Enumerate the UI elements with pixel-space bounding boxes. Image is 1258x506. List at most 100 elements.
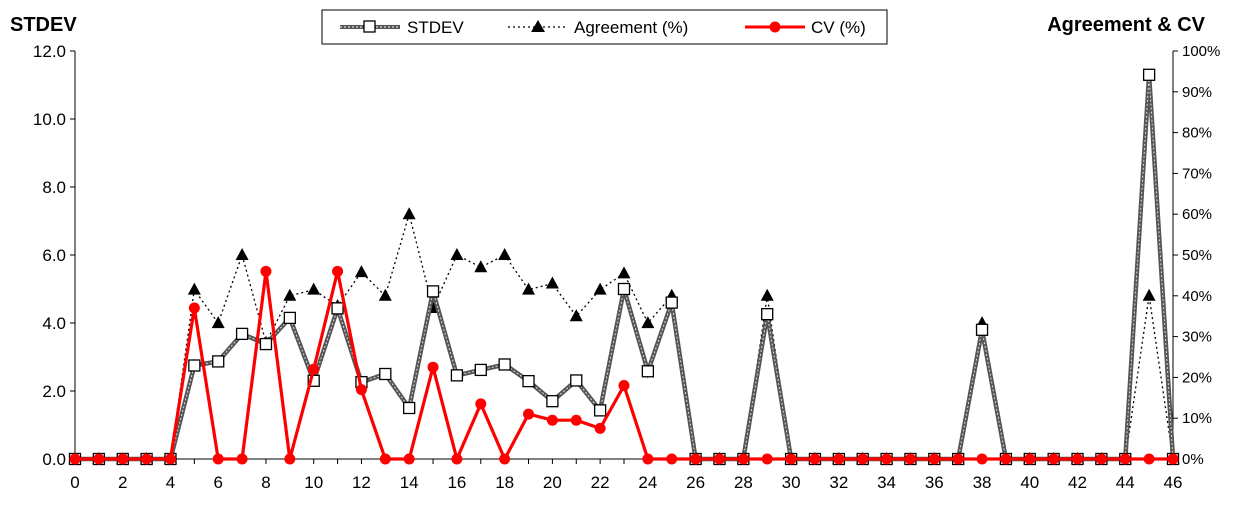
cv-point bbox=[1167, 453, 1179, 465]
cv-point bbox=[618, 380, 630, 392]
cv-point bbox=[260, 265, 272, 277]
cv-point bbox=[1143, 453, 1155, 465]
cv-point bbox=[284, 453, 296, 465]
stdev-point bbox=[546, 395, 559, 408]
cv-point bbox=[499, 453, 511, 465]
cv-point bbox=[785, 453, 797, 465]
stdev-point bbox=[617, 282, 631, 296]
cv-point bbox=[212, 453, 224, 465]
x-tick-label: 10 bbox=[304, 473, 323, 492]
agreement-point bbox=[187, 282, 201, 295]
agreement-point bbox=[498, 248, 512, 260]
cv-point bbox=[523, 408, 535, 420]
stdev-point bbox=[593, 404, 607, 417]
y-left-tick-label: 4.0 bbox=[42, 314, 66, 333]
cv-point bbox=[164, 453, 176, 465]
legend-item-agreement: Agreement (%) bbox=[508, 18, 688, 37]
right-axis-title: Agreement & CV bbox=[1047, 14, 1205, 36]
agreement-point bbox=[402, 207, 416, 220]
legend-label-agreement: Agreement (%) bbox=[574, 18, 688, 37]
agreement-point bbox=[617, 266, 631, 279]
cv-point bbox=[546, 414, 558, 426]
cv-point bbox=[188, 302, 200, 314]
cv-point bbox=[952, 453, 964, 465]
x-tick-label: 12 bbox=[352, 473, 371, 492]
stdev-point bbox=[450, 369, 464, 382]
y-left-tick-label: 0.0 bbox=[42, 450, 66, 469]
stdev-point bbox=[331, 302, 344, 315]
x-tick-label: 26 bbox=[686, 473, 705, 492]
cv-point bbox=[379, 453, 391, 465]
y-right-tick-label: 80% bbox=[1182, 125, 1212, 142]
stdev-point bbox=[641, 365, 655, 378]
axes: 0.0 2.0 4.0 6.0 8.0 10.0 12.0 0% 10% 20% 30% 40% 50%… bbox=[33, 42, 1220, 492]
cv-point bbox=[976, 453, 988, 465]
legend-label-stdev: STDEV bbox=[407, 18, 464, 37]
x-tick-label: 4 bbox=[166, 473, 175, 492]
y-right-tick-label: 100% bbox=[1182, 43, 1220, 60]
series-layer bbox=[68, 68, 1180, 466]
cv-point bbox=[928, 453, 940, 465]
cv-point bbox=[69, 453, 81, 465]
x-tick-label: 6 bbox=[213, 473, 222, 492]
x-tick-label: 44 bbox=[1116, 473, 1135, 492]
cv-point bbox=[690, 453, 702, 465]
agreement-point bbox=[450, 248, 464, 260]
stdev-point bbox=[474, 363, 487, 377]
cv-point bbox=[833, 453, 845, 465]
stdev-point bbox=[570, 374, 583, 387]
agreement-point bbox=[211, 316, 225, 329]
x-tick-label: 42 bbox=[1068, 473, 1087, 492]
cv-point bbox=[451, 453, 463, 465]
cv-point bbox=[642, 453, 654, 465]
agreement-point bbox=[235, 248, 249, 260]
cv-point bbox=[1095, 453, 1107, 465]
cv-point bbox=[881, 453, 893, 465]
stdev-point bbox=[665, 296, 678, 309]
agreement-point bbox=[307, 282, 321, 295]
agreement-point bbox=[522, 282, 536, 295]
y-right-tick-label: 30% bbox=[1182, 329, 1212, 346]
x-tick-label: 34 bbox=[877, 473, 896, 492]
stdev-point bbox=[498, 358, 511, 371]
x-tick-label: 24 bbox=[638, 473, 657, 492]
cv-point bbox=[141, 453, 153, 465]
y-left-tick-label: 2.0 bbox=[42, 382, 66, 401]
series-line-agreement bbox=[75, 211, 1174, 460]
stdev-point bbox=[522, 374, 535, 388]
x-tick-label: 0 bbox=[70, 473, 79, 492]
x-tick-label: 38 bbox=[973, 473, 992, 492]
stdev-point bbox=[212, 355, 225, 368]
stdev-point bbox=[188, 359, 201, 372]
stdev-point bbox=[761, 308, 774, 321]
x-tick-label: 16 bbox=[447, 473, 466, 492]
cv-point bbox=[427, 361, 439, 373]
y-right-tick-label: 0% bbox=[1182, 451, 1204, 468]
left-axis-title: STDEV bbox=[10, 14, 77, 36]
legend-item-cv: CV (%) bbox=[745, 18, 866, 37]
series-cv bbox=[69, 265, 1179, 465]
cv-point bbox=[117, 453, 129, 465]
cv-point bbox=[666, 453, 678, 465]
agreement-point bbox=[545, 276, 559, 289]
x-tick-label: 2 bbox=[118, 473, 127, 492]
agreement-point bbox=[474, 260, 488, 273]
x-tick-label: 32 bbox=[829, 473, 848, 492]
y-left-tick-label: 8.0 bbox=[42, 178, 66, 197]
agreement-point bbox=[569, 309, 583, 322]
cv-point bbox=[594, 422, 606, 434]
cv-point bbox=[857, 453, 869, 465]
y-right-tick-label: 70% bbox=[1182, 165, 1212, 182]
stdev-point bbox=[426, 285, 440, 298]
y-left-tick-label: 6.0 bbox=[42, 246, 66, 265]
stdev-point bbox=[1142, 68, 1156, 81]
agreement-point bbox=[760, 288, 774, 301]
stdev-point bbox=[403, 401, 416, 415]
stdev-point bbox=[235, 327, 249, 341]
x-tick-label: 22 bbox=[591, 473, 610, 492]
cv-point bbox=[403, 453, 415, 465]
x-tick-label: 46 bbox=[1164, 473, 1183, 492]
x-tick-label: 20 bbox=[543, 473, 562, 492]
cv-point bbox=[809, 453, 821, 465]
